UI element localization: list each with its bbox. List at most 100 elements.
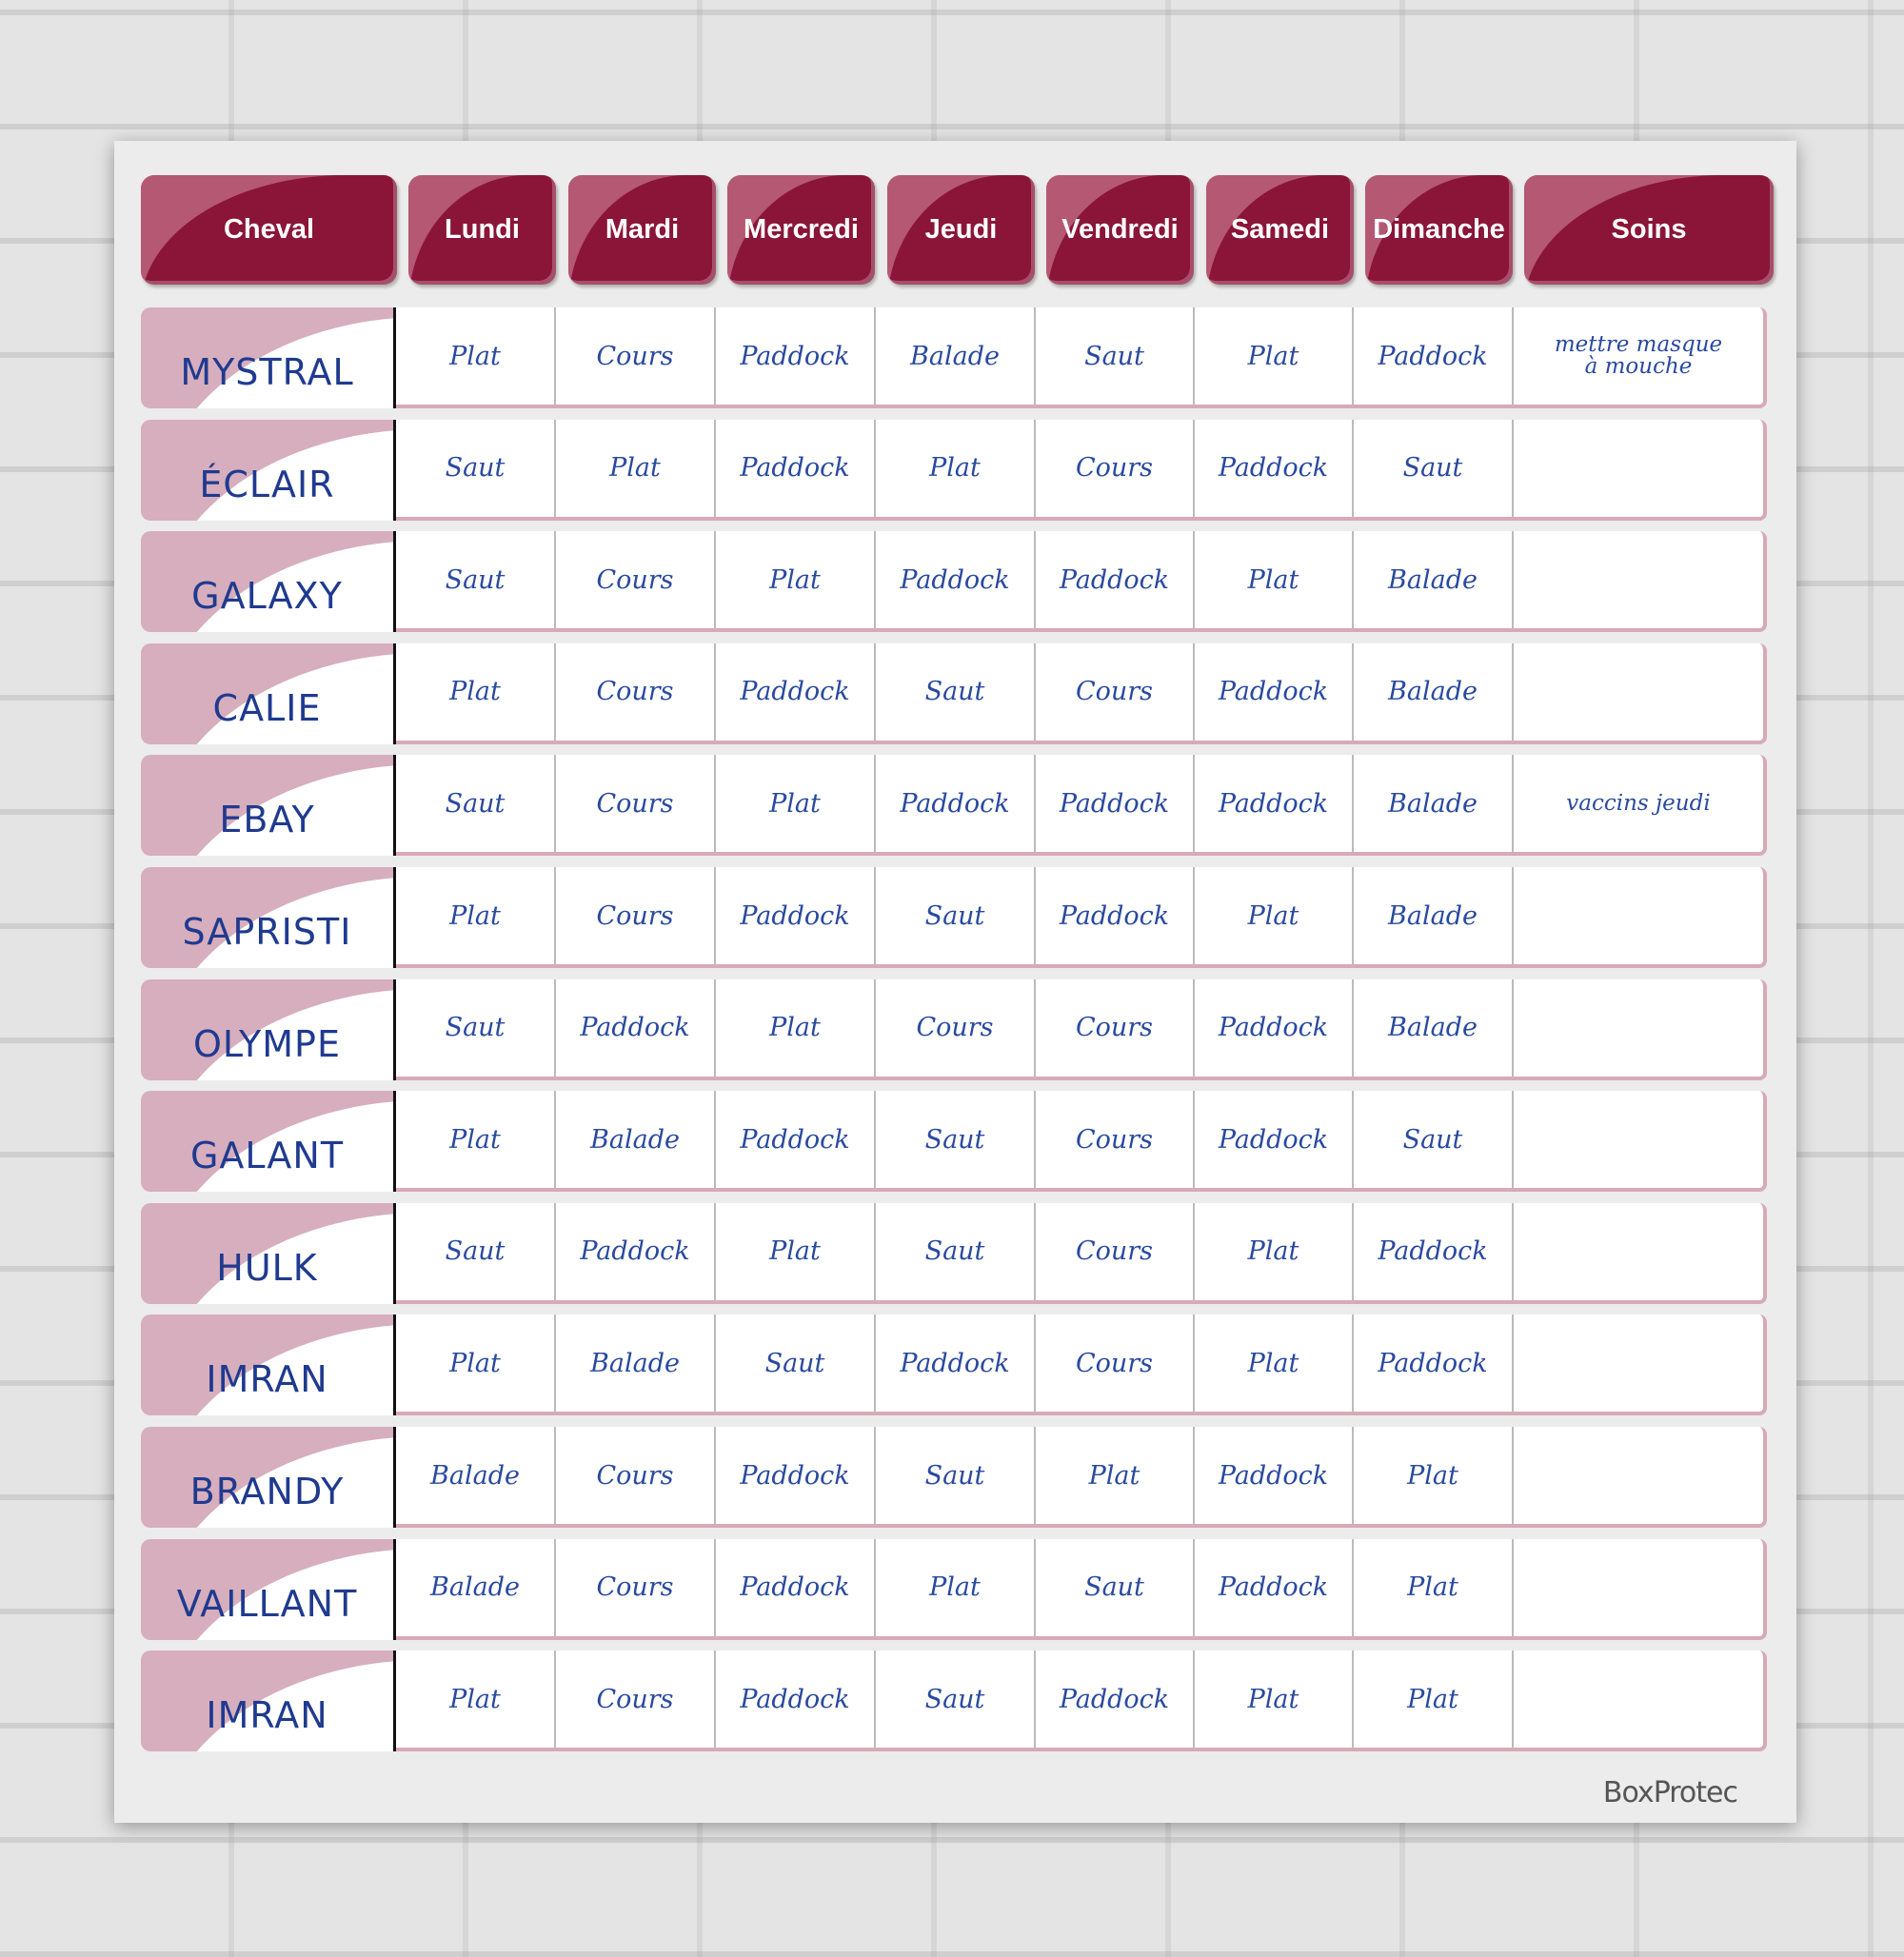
table-row: OLYMPE Saut Paddock Plat Cours Cours Paddock Ba… [141, 978, 1769, 1080]
column-header-mardi: Mardi [568, 175, 716, 285]
day-cell-samedi: Paddock [1195, 419, 1354, 521]
day-cell-lundi: Plat [396, 307, 556, 408]
soins-cell [1514, 419, 1767, 521]
horse-name-cell: GALAXY [141, 531, 396, 633]
day-cell-samedi: Paddock [1195, 978, 1354, 1080]
day-cell-mercredi: Paddock [716, 307, 876, 408]
column-header-label: Samedi [1230, 214, 1330, 245]
day-cell-jeudi: Saut [876, 1202, 1036, 1304]
soins-cell [1514, 867, 1767, 968]
day-cell-vendredi: Paddock [1036, 755, 1195, 857]
table-row: GALANT Plat Balade Paddock Saut Cours Paddock S… [141, 1091, 1769, 1193]
day-cell-lundi: Saut [396, 419, 556, 521]
day-cell-jeudi: Balade [876, 307, 1036, 408]
horse-name-cell: HULK [141, 1202, 396, 1304]
day-cell-dimanche: Balade [1354, 642, 1514, 744]
day-cell-lundi: Plat [396, 1091, 556, 1193]
day-cell-vendredi: Plat [1036, 1427, 1195, 1528]
column-header-dimanche: Dimanche [1365, 175, 1513, 285]
day-cell-jeudi: Saut [876, 1651, 1036, 1752]
horse-name-cell: SAPRISTI [141, 867, 396, 968]
day-cell-mardi: Cours [556, 1651, 716, 1752]
day-cell-mardi: Balade [556, 1091, 716, 1193]
horse-name: HULK [216, 1246, 318, 1289]
day-cell-dimanche: Saut [1354, 419, 1514, 521]
day-cell-vendredi: Paddock [1036, 867, 1195, 968]
day-cell-dimanche: Balade [1354, 755, 1514, 857]
day-cell-jeudi: Saut [876, 867, 1036, 968]
day-cell-mardi: Paddock [556, 1202, 716, 1304]
column-header-label: Vendredi [1061, 214, 1179, 245]
horse-name-cell: MYSTRAL [141, 307, 396, 408]
day-cell-lundi: Saut [396, 531, 556, 633]
column-header-label: Mercredi [744, 214, 859, 245]
day-cell-vendredi: Saut [1036, 307, 1195, 408]
soins-cell [1514, 978, 1767, 1080]
day-cell-samedi: Plat [1195, 307, 1354, 408]
day-cell-jeudi: Saut [876, 1427, 1036, 1528]
soins-cell [1514, 1427, 1767, 1528]
day-cell-lundi: Saut [396, 978, 556, 1080]
day-cell-jeudi: Paddock [876, 755, 1036, 857]
soins-cell [1514, 531, 1767, 633]
brand-logo: BoxProtec [1602, 1776, 1738, 1809]
table-row: MYSTRAL Plat Cours Paddock Balade Saut Plat Pad… [141, 307, 1769, 408]
day-cell-jeudi: Cours [876, 978, 1036, 1080]
horse-name: ÉCLAIR [199, 463, 335, 505]
day-cell-vendredi: Cours [1036, 419, 1195, 521]
day-cell-dimanche: Plat [1354, 1651, 1514, 1752]
horse-name: BRANDY [189, 1471, 345, 1512]
column-header-lundi: Lundi [408, 175, 556, 285]
day-cell-dimanche: Plat [1354, 1427, 1514, 1528]
planning-board: BoxProtec Cheval Lundi Mardi Mercredi Jeudi V… [114, 141, 1796, 1823]
horse-name-cell: OLYMPE [141, 978, 396, 1080]
day-cell-lundi: Saut [396, 755, 556, 857]
day-cell-lundi: Plat [396, 642, 556, 744]
day-cell-mercredi: Paddock [716, 1091, 876, 1193]
column-header-label: Soins [1611, 214, 1687, 245]
soins-cell [1514, 1202, 1767, 1304]
soins-cell [1514, 1538, 1767, 1640]
day-cell-vendredi: Paddock [1036, 1651, 1195, 1752]
column-header-label: Cheval [223, 214, 315, 245]
table-row: HULK Saut Paddock Plat Saut Cours Plat Paddock [141, 1202, 1769, 1304]
horse-name-cell: IMRAN [141, 1315, 396, 1416]
day-cell-samedi: Plat [1195, 867, 1354, 968]
day-cell-vendredi: Cours [1036, 642, 1195, 744]
day-cell-mercredi: Paddock [716, 867, 876, 968]
day-cell-jeudi: Plat [876, 1538, 1036, 1640]
day-cell-samedi: Paddock [1195, 1538, 1354, 1640]
day-cell-mardi: Cours [556, 531, 716, 633]
horse-name-cell: VAILLANT [141, 1538, 396, 1640]
column-header-label: Dimanche [1373, 214, 1505, 245]
day-cell-samedi: Paddock [1195, 642, 1354, 744]
day-cell-jeudi: Plat [876, 419, 1036, 521]
table-row: GALAXY Saut Cours Plat Paddock Paddock Plat Bal… [141, 531, 1769, 633]
horse-name: GALAXY [191, 575, 343, 618]
table-row: EBAY Saut Cours Plat Paddock Paddock Paddock Ba… [141, 755, 1769, 857]
day-cell-mardi: Cours [556, 1427, 716, 1528]
table-row: ÉCLAIR Saut Plat Paddock Plat Cours Paddock Sau… [141, 419, 1769, 521]
day-cell-vendredi: Cours [1036, 1315, 1195, 1416]
column-header-label: Lundi [445, 214, 520, 245]
day-cell-samedi: Plat [1195, 1651, 1354, 1752]
horse-name: VAILLANT [176, 1582, 358, 1625]
day-cell-samedi: Plat [1195, 1315, 1354, 1416]
horse-name: MYSTRAL [180, 351, 354, 393]
column-header-jeudi: Jeudi [887, 175, 1035, 285]
day-cell-mardi: Plat [556, 419, 716, 521]
table-row: IMRAN Plat Cours Paddock Saut Paddock Plat Plat [141, 1651, 1769, 1752]
horse-name-cell: GALANT [141, 1091, 396, 1193]
day-cell-dimanche: Balade [1354, 867, 1514, 968]
horse-name: OLYMPE [193, 1022, 341, 1065]
day-cell-mercredi: Paddock [716, 1651, 876, 1752]
day-cell-jeudi: Saut [876, 1091, 1036, 1193]
column-header-label: Mardi [605, 214, 680, 245]
table-row: BRANDY Balade Cours Paddock Saut Plat Paddock P… [141, 1427, 1769, 1528]
soins-cell [1514, 642, 1767, 744]
day-cell-mardi: Cours [556, 755, 716, 857]
horse-name: GALANT [189, 1135, 345, 1177]
day-cell-mercredi: Paddock [716, 1427, 876, 1528]
day-cell-samedi: Paddock [1195, 1427, 1354, 1528]
day-cell-mercredi: Paddock [716, 419, 876, 521]
